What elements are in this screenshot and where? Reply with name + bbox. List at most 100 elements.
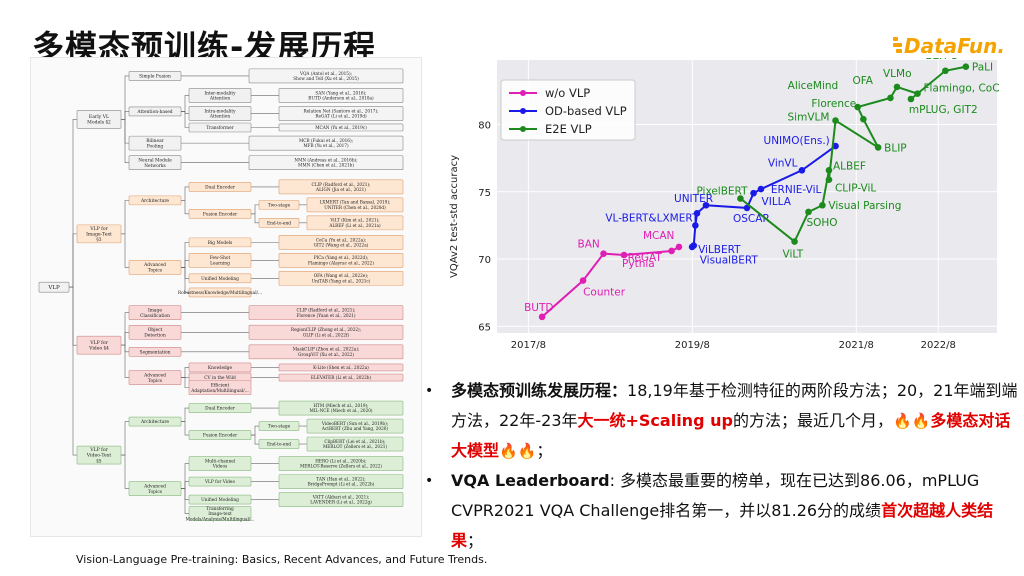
tree-node-text: Transformer	[206, 126, 234, 131]
tree-node-text: Few-Shot	[210, 256, 231, 261]
tree-connector	[121, 111, 129, 120]
tree-node: Big Models	[188, 237, 252, 248]
data-label: ViLBERT	[698, 244, 741, 256]
x-tick-label: 2022/8	[921, 340, 956, 351]
tree-leaf-text: VQA (Antol et al., 2015);	[299, 71, 352, 76]
tree-leaf-text: Flamingo (Alayrac et al., 2022)	[308, 260, 374, 265]
bullet-text: 多模态预训练发展历程：18,19年基于检测特征的两阶段方法；20，21年端到端方…	[451, 381, 1018, 460]
tree-node: Robustness/Knowledge/Multilingual/...	[178, 287, 262, 298]
data-point	[907, 95, 915, 103]
tree-connector	[121, 421, 129, 456]
tree-node-text: Unified Modeling	[201, 277, 239, 282]
tree-node-text: Robustness/Knowledge/Multilingual/...	[178, 291, 262, 296]
tree-leaf-text: ALIGN (Jia et al., 2021)	[315, 187, 366, 192]
data-label: VL-BERT&LXMERT	[605, 212, 699, 224]
data-point	[854, 103, 861, 111]
tree-connector	[181, 421, 189, 436]
tree-connector	[251, 434, 259, 445]
data-label: Florence	[811, 98, 856, 110]
tree-node-text: Advanced	[143, 373, 166, 378]
data-label: MCAN	[643, 230, 674, 242]
tree-node-text: Adaptation/Multilingual/...	[190, 389, 249, 394]
tree-leaf-text: MaskCLIP (Zhou et al., 2022a);	[293, 347, 360, 352]
tree-leaf-text: HTM (Miech et al., 2019);	[313, 403, 368, 408]
tree-node: EfficientAdaptation/Multilingual/...	[188, 380, 252, 396]
data-label: SOHO	[806, 217, 837, 229]
tree-leaf: MCB (Fukui et al., 2016);MFB (Yu et al.,…	[248, 135, 404, 151]
legend-label: w/o VLP	[545, 86, 590, 100]
tree-leaf-text: VideoBERT (Sun et al., 2019b);	[321, 421, 388, 426]
bullet-text: VQA Leaderboard: 多模态最重要的榜单，现在已达到86.06，mP…	[451, 471, 993, 550]
tree-connector	[181, 95, 189, 112]
tree-node-text: Dual Encoder	[205, 185, 236, 190]
tree-node-text: Object	[148, 328, 163, 333]
tree-node-text: Topics	[148, 379, 163, 384]
tree-leaf: OFA (Wang et al., 2022e);UniTAB (Yang et…	[278, 271, 404, 286]
tree-leaf: ViLT (Kim et al., 2021);ALBEF (Li et al.…	[306, 215, 404, 231]
tree-leaf: ClipBERT (Lei et al., 2021b);MERLOT (Zel…	[306, 436, 404, 452]
tree-connector	[121, 454, 129, 489]
tree-leaf-text: MERLOT-Reserve (Zellers et al., 2022)	[300, 464, 382, 469]
tree-leaf: NMN (Andreas et al., 2016b);MMN (Chen et…	[248, 155, 404, 170]
bullet-dot: •	[425, 383, 434, 399]
tree-branch-text: VLP for	[89, 226, 108, 232]
tree-node-text: Image-text	[208, 512, 232, 517]
logo-text: DataFun.	[904, 34, 1005, 58]
tree-connector	[181, 377, 189, 389]
y-axis-label: VQAv2 test-std accuracy	[449, 155, 460, 278]
data-label: PixelBERT	[696, 186, 748, 198]
tree-node-text: Learning	[210, 262, 230, 267]
tree-leaf-text: HERO (Li et al., 2020b);	[315, 458, 366, 463]
tree-node-text: VLP for Video	[204, 480, 236, 485]
tree-leaf-text: LAVENDER (Li et al., 2022g)	[310, 500, 372, 505]
tree-node-text: Two-stage	[268, 425, 291, 430]
tree-node-text: Pooling	[147, 144, 164, 149]
data-label: VinVL	[768, 157, 798, 169]
tree-branch-text: Models §2	[87, 120, 111, 126]
data-label: VLMo	[883, 68, 912, 80]
tree-leaf: ELEVATER (Li et al., 2022b)	[278, 373, 404, 382]
data-label: Pythia	[622, 258, 655, 270]
tree-branch-text: Video-Text	[86, 453, 112, 459]
tree-node: Architecture	[128, 416, 182, 427]
legend-box	[500, 79, 636, 141]
tree-leaf: SAN (Yang et al., 2016);BUTD (Anderson e…	[278, 88, 404, 103]
tree-node: End-to-end	[258, 439, 300, 449]
tree-node-text: Bilinear	[146, 139, 164, 144]
tree-leaf: Relation Net (Santoro et al., 2017);ReGA…	[278, 106, 404, 121]
vlp-taxonomy-tree: VLP VQA (Antol et al., 2015); Show and Tel…	[30, 57, 422, 537]
tree-leaf: VATT (Akbari et al., 2021);LAVENDER (Li …	[278, 492, 404, 507]
data-point	[668, 247, 675, 255]
data-label: ALBEF	[833, 160, 866, 172]
x-tick-label: 2021/8	[839, 340, 874, 351]
bullet-segment: 18,19年基于检测特征的两阶段方法；20，21年端到端方法，22年-23年	[451, 381, 1018, 430]
tree-branch-text: Image-Text	[86, 231, 112, 237]
bullet-segment: 首次超越人类结果	[451, 501, 994, 550]
tree-leaf-text: Relation Net (Santoro et al., 2017);	[304, 108, 379, 113]
tree-leaf-text: Florence (Yuan et al., 2021)	[297, 313, 356, 318]
data-label: SimVLM	[788, 112, 830, 124]
tree-leaf: CoCa (Yu et al., 2022a);GIT2 (Wang et al…	[278, 235, 404, 250]
tree-node: Fusion Encoder	[188, 209, 252, 219]
tree-node: Dual Encoder	[188, 403, 252, 413]
tree-leaf-text: MERLOT (Zellers et al., 2021)	[323, 444, 387, 449]
tree-connector	[121, 344, 129, 378]
bullet-segment: 🔥🔥	[892, 412, 931, 430]
tree-node-text: Knowledge	[208, 366, 233, 371]
tree-node-text: Big Models	[208, 241, 233, 246]
tree-leaf-text: LXMERT (Tan and Bansal, 2019);	[320, 200, 391, 205]
data-label: Counter	[583, 287, 626, 299]
tree-connector	[181, 111, 189, 128]
tree-connector	[181, 407, 189, 422]
tree-node-text: Image	[148, 309, 162, 314]
bullet-segment: 的方法；最近几个月，	[732, 411, 893, 430]
bullet-segment: ；	[467, 531, 484, 550]
data-label: Flamingo, CoCa	[923, 83, 999, 95]
tree-connector	[181, 367, 189, 378]
tree-connector	[181, 200, 189, 215]
x-tick-label: 2019/8	[675, 340, 710, 351]
bullet-list: • 多模态预训练发展历程：18,19年基于检测特征的两阶段方法；20，21年端到…	[425, 376, 1020, 556]
tree-connector	[181, 481, 189, 489]
